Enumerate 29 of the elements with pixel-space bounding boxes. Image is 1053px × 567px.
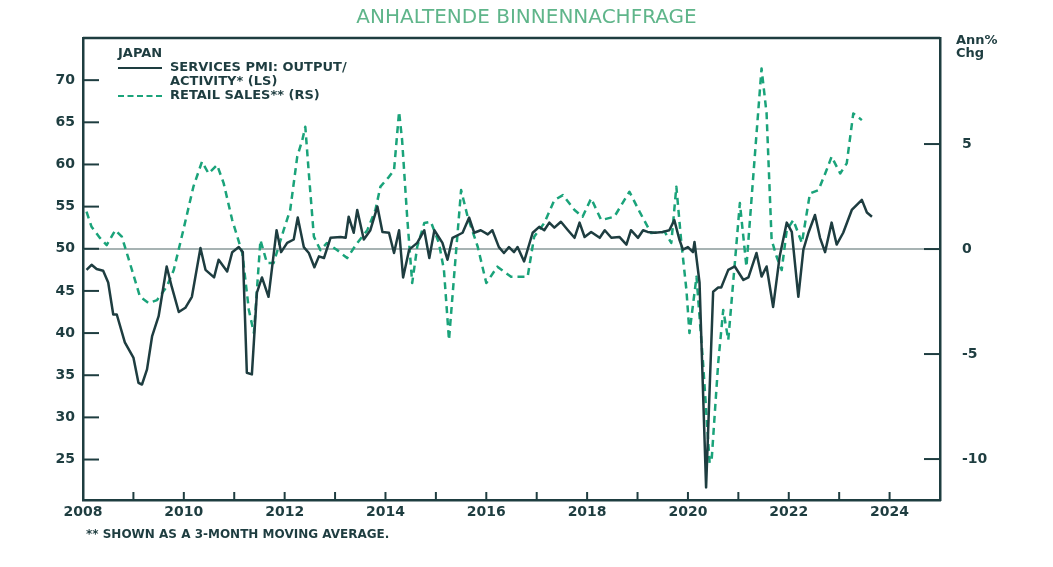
y-tick-label: 45	[55, 281, 75, 298]
y-tick-label: 35	[55, 365, 75, 382]
y2-tick-label: -10	[962, 449, 988, 466]
legend-label: SERVICES PMI: OUTPUT/ ACTIVITY* (LS)	[170, 59, 348, 88]
x-tick-label: 2012	[265, 503, 305, 520]
y2-tick-label: -5	[962, 344, 978, 361]
chart-title: ANHALTENDE BINNENNACHFRAGE	[355, 4, 698, 28]
y-tick-label: 50	[55, 239, 76, 256]
x-tick-label: 2018	[567, 503, 607, 520]
y2-tick-label: 5	[962, 134, 972, 151]
y-tick-label: 60	[55, 155, 76, 172]
x-tick-label: 2016	[466, 503, 506, 520]
y-tick-label: 25	[55, 450, 75, 467]
legend-title: JAPAN	[118, 45, 164, 60]
x-tick-label: 2020	[668, 503, 708, 520]
x-tick-label: 2024	[870, 503, 910, 520]
y-tick-label: 55	[55, 197, 75, 214]
y2-tick-label: 0	[962, 239, 972, 256]
y-tick-label: 30	[55, 408, 76, 425]
y-tick-label: 40	[55, 323, 76, 340]
x-tick-label: 2022	[769, 503, 809, 520]
text: ** SHOWN AS A 3-MONTH MOVING AVERAGE.	[86, 527, 390, 541]
y2-axis-title: Ann% Chg	[956, 32, 999, 60]
y-tick-label: 65	[55, 112, 75, 129]
x-tick-label: 2014	[365, 503, 406, 520]
y-tick-label: 70	[55, 70, 76, 87]
x-tick-label: 2010	[164, 503, 204, 520]
legend-label: RETAIL SALES** (RS)	[170, 87, 320, 102]
x-tick-label: 2008	[63, 503, 103, 520]
